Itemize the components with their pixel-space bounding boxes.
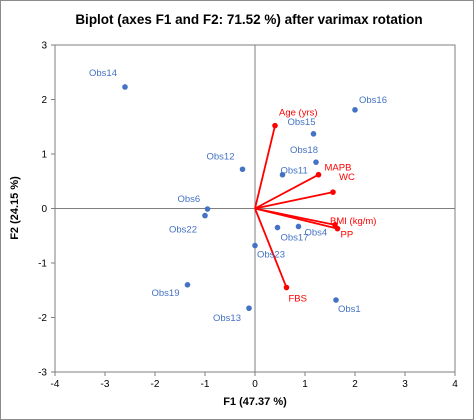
observation-point (295, 223, 302, 230)
observation-point (333, 297, 339, 303)
x-tick-label: 0 (252, 379, 258, 390)
observation-label: Obs15 (288, 117, 316, 128)
observation-point (279, 171, 286, 178)
variable-vector (254, 208, 288, 288)
x-axis-ticks: -4 -3 -2 -1 0 1 2 3 4 (51, 372, 458, 390)
x-tick-label: 3 (402, 379, 408, 390)
variable-vector (254, 207, 338, 230)
x-axis-title: F1 (47.37 %) (223, 396, 287, 408)
observation-point (122, 84, 128, 90)
variable-point (315, 171, 322, 178)
variable-point (283, 284, 290, 291)
chart-title: Biplot (axes F1 and F2: 71.52 %) after v… (75, 12, 422, 27)
x-tick-label: -2 (151, 379, 160, 390)
variable-point (330, 189, 336, 195)
observation-point (252, 242, 258, 249)
variable-vector (254, 173, 319, 210)
observation-point (246, 305, 252, 312)
variable-label: BMI (kg/m) (330, 216, 376, 227)
observation-label: Obs23 (257, 250, 285, 261)
x-tick-label: -1 (201, 379, 210, 390)
y-tick-label: -1 (38, 259, 47, 270)
observation-label: Obs4 (305, 227, 328, 238)
observation-point (239, 166, 246, 173)
variable-label: FBS (289, 294, 307, 305)
observation-point (274, 224, 281, 231)
observation-point (313, 159, 319, 165)
y-tick-label: 0 (41, 204, 47, 215)
y-tick-label: 1 (41, 150, 47, 161)
y-tick-label: -2 (38, 313, 47, 324)
x-tick-label: -3 (101, 379, 110, 390)
x-tick-label: -4 (51, 379, 60, 390)
observation-point (352, 107, 358, 113)
variable-label: Age (yrs) (279, 108, 318, 119)
observation-label: Obs6 (178, 194, 201, 205)
variable-label: MAPB (325, 163, 352, 174)
observation-label: Obs11 (281, 166, 308, 177)
variable-point (334, 225, 341, 232)
observation-label: Obs12 (207, 151, 235, 162)
observation-label: Obs1 (338, 304, 361, 315)
observation-label: Obs17 (281, 233, 309, 244)
observation-point (204, 206, 211, 212)
y-tick-label: 2 (41, 95, 47, 106)
y-axis-ticks: -3 -2 -1 0 1 2 3 (38, 41, 55, 379)
observation-point (202, 212, 208, 219)
observation-label: Obs14 (89, 68, 117, 79)
observation-points: Obs14 Obs16 Obs15 Obs18 Obs12 Obs11 Obs6 Obs22 O… (89, 68, 387, 324)
variable-label: WC (339, 172, 355, 183)
observation-label: Obs22 (169, 225, 197, 236)
variable-vector (254, 125, 276, 209)
x-tick-label: 2 (352, 379, 358, 390)
observation-point (184, 282, 191, 288)
observation-point (310, 131, 317, 137)
variable-vector (254, 191, 334, 210)
y-axis-title: F2 (24.15 %) (9, 176, 21, 240)
observation-label: Obs13 (213, 313, 241, 324)
x-tick-label: 1 (302, 379, 308, 390)
observation-label: Obs19 (152, 288, 180, 299)
y-tick-label: -3 (38, 368, 47, 379)
observation-label: Obs16 (359, 95, 387, 106)
variable-point (272, 122, 278, 129)
y-tick-label: 3 (41, 41, 47, 52)
observation-label: Obs18 (290, 145, 318, 156)
x-tick-label: 4 (452, 379, 458, 390)
variable-label: PP (341, 230, 354, 241)
